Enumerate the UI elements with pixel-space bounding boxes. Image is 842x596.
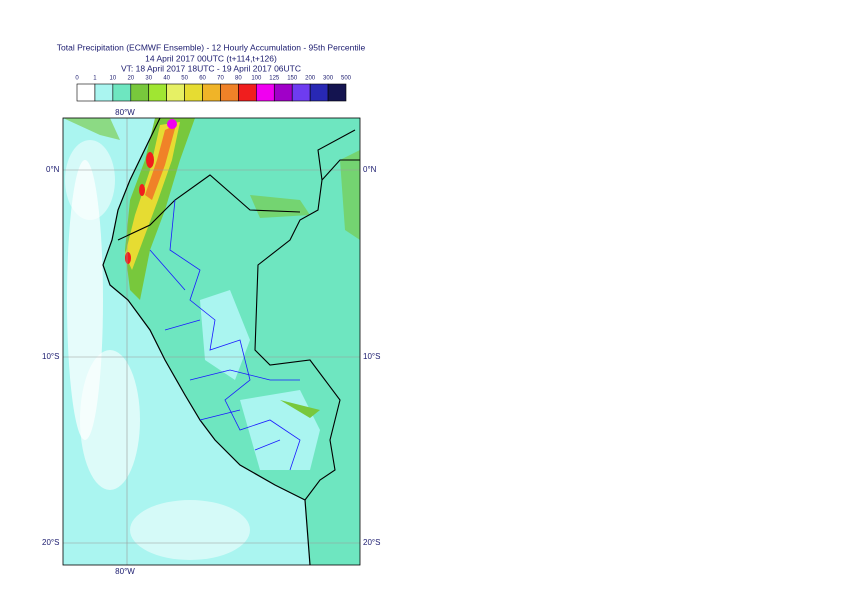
lon-label: 80°W [115,108,135,117]
peak [167,119,177,129]
colorbar-label: 150 [287,76,298,82]
colorbar-box [148,83,167,102]
heavy-band [125,118,195,300]
coastline [102,118,311,565]
colorbar-label: 80 [235,76,242,82]
peak [125,252,131,264]
colorbar-label: 50 [181,76,188,82]
colorbar-label: 70 [217,76,224,82]
colorbar-label: 30 [145,76,152,82]
dry-patch [200,290,250,380]
base-time: 14 April 2017 00UTC (t+114,t+126) [145,53,277,63]
heavy-band [145,125,176,200]
lat-label: 0°N [46,165,60,174]
colorbar-label: 500 [341,76,352,82]
colorbar-label: 200 [305,76,316,82]
colorbar-box [327,83,347,102]
map [63,118,360,565]
colorbar-label: 20 [127,76,134,82]
colorbar-box [94,83,114,102]
colorbar-box [76,83,96,102]
title: Total Precipitation (ECMWF Ensemble) - 1… [57,42,366,52]
map-frame [62,117,361,566]
colorbar-box [184,83,203,102]
valid-time: VT: 18 April 2017 18UTC - 19 April 2017 … [121,63,301,73]
colorbar-label: 60 [199,76,206,82]
colorbar-label: 125 [269,76,280,82]
lat-label: 10°S [363,352,380,361]
dry-patch [65,140,115,220]
colorbar-box [309,83,329,102]
colorbar-label: 300 [323,76,334,82]
colorbar-box [112,83,132,102]
colorbar-box [256,83,275,102]
colorbar-label: 10 [110,76,117,82]
moderate-patch [280,400,320,418]
colorbar-label: 40 [163,76,170,82]
colorbar-box [202,83,221,102]
colorbar-box [166,83,185,102]
colorbar-label: 0 [75,76,79,82]
border [117,129,360,501]
lat-label: 20°S [42,538,59,547]
colorbar-box [130,83,150,102]
colorbar: 0 1 10 20 30 40 50 60 70 80 100 125 150 200 300 500 [75,76,352,102]
lat-label: 0°N [363,165,377,174]
lat-label: 10°S [42,352,59,361]
colorbar-box [291,83,311,102]
colorbar-box [238,83,257,102]
dry-patch [80,350,140,490]
admin-boundary [149,199,301,471]
peak [146,152,154,168]
dry-patch [130,500,250,560]
colorbar-box [273,83,293,102]
lat-label: 20°S [363,538,380,547]
moderate-patch [340,150,360,240]
moderate-patch [63,118,120,140]
colorbar-box [220,83,239,102]
peak [139,184,145,196]
colorbar-label: 100 [251,76,262,82]
colorbar-label: 1 [93,76,97,82]
lon-label: 80°W [115,567,135,576]
